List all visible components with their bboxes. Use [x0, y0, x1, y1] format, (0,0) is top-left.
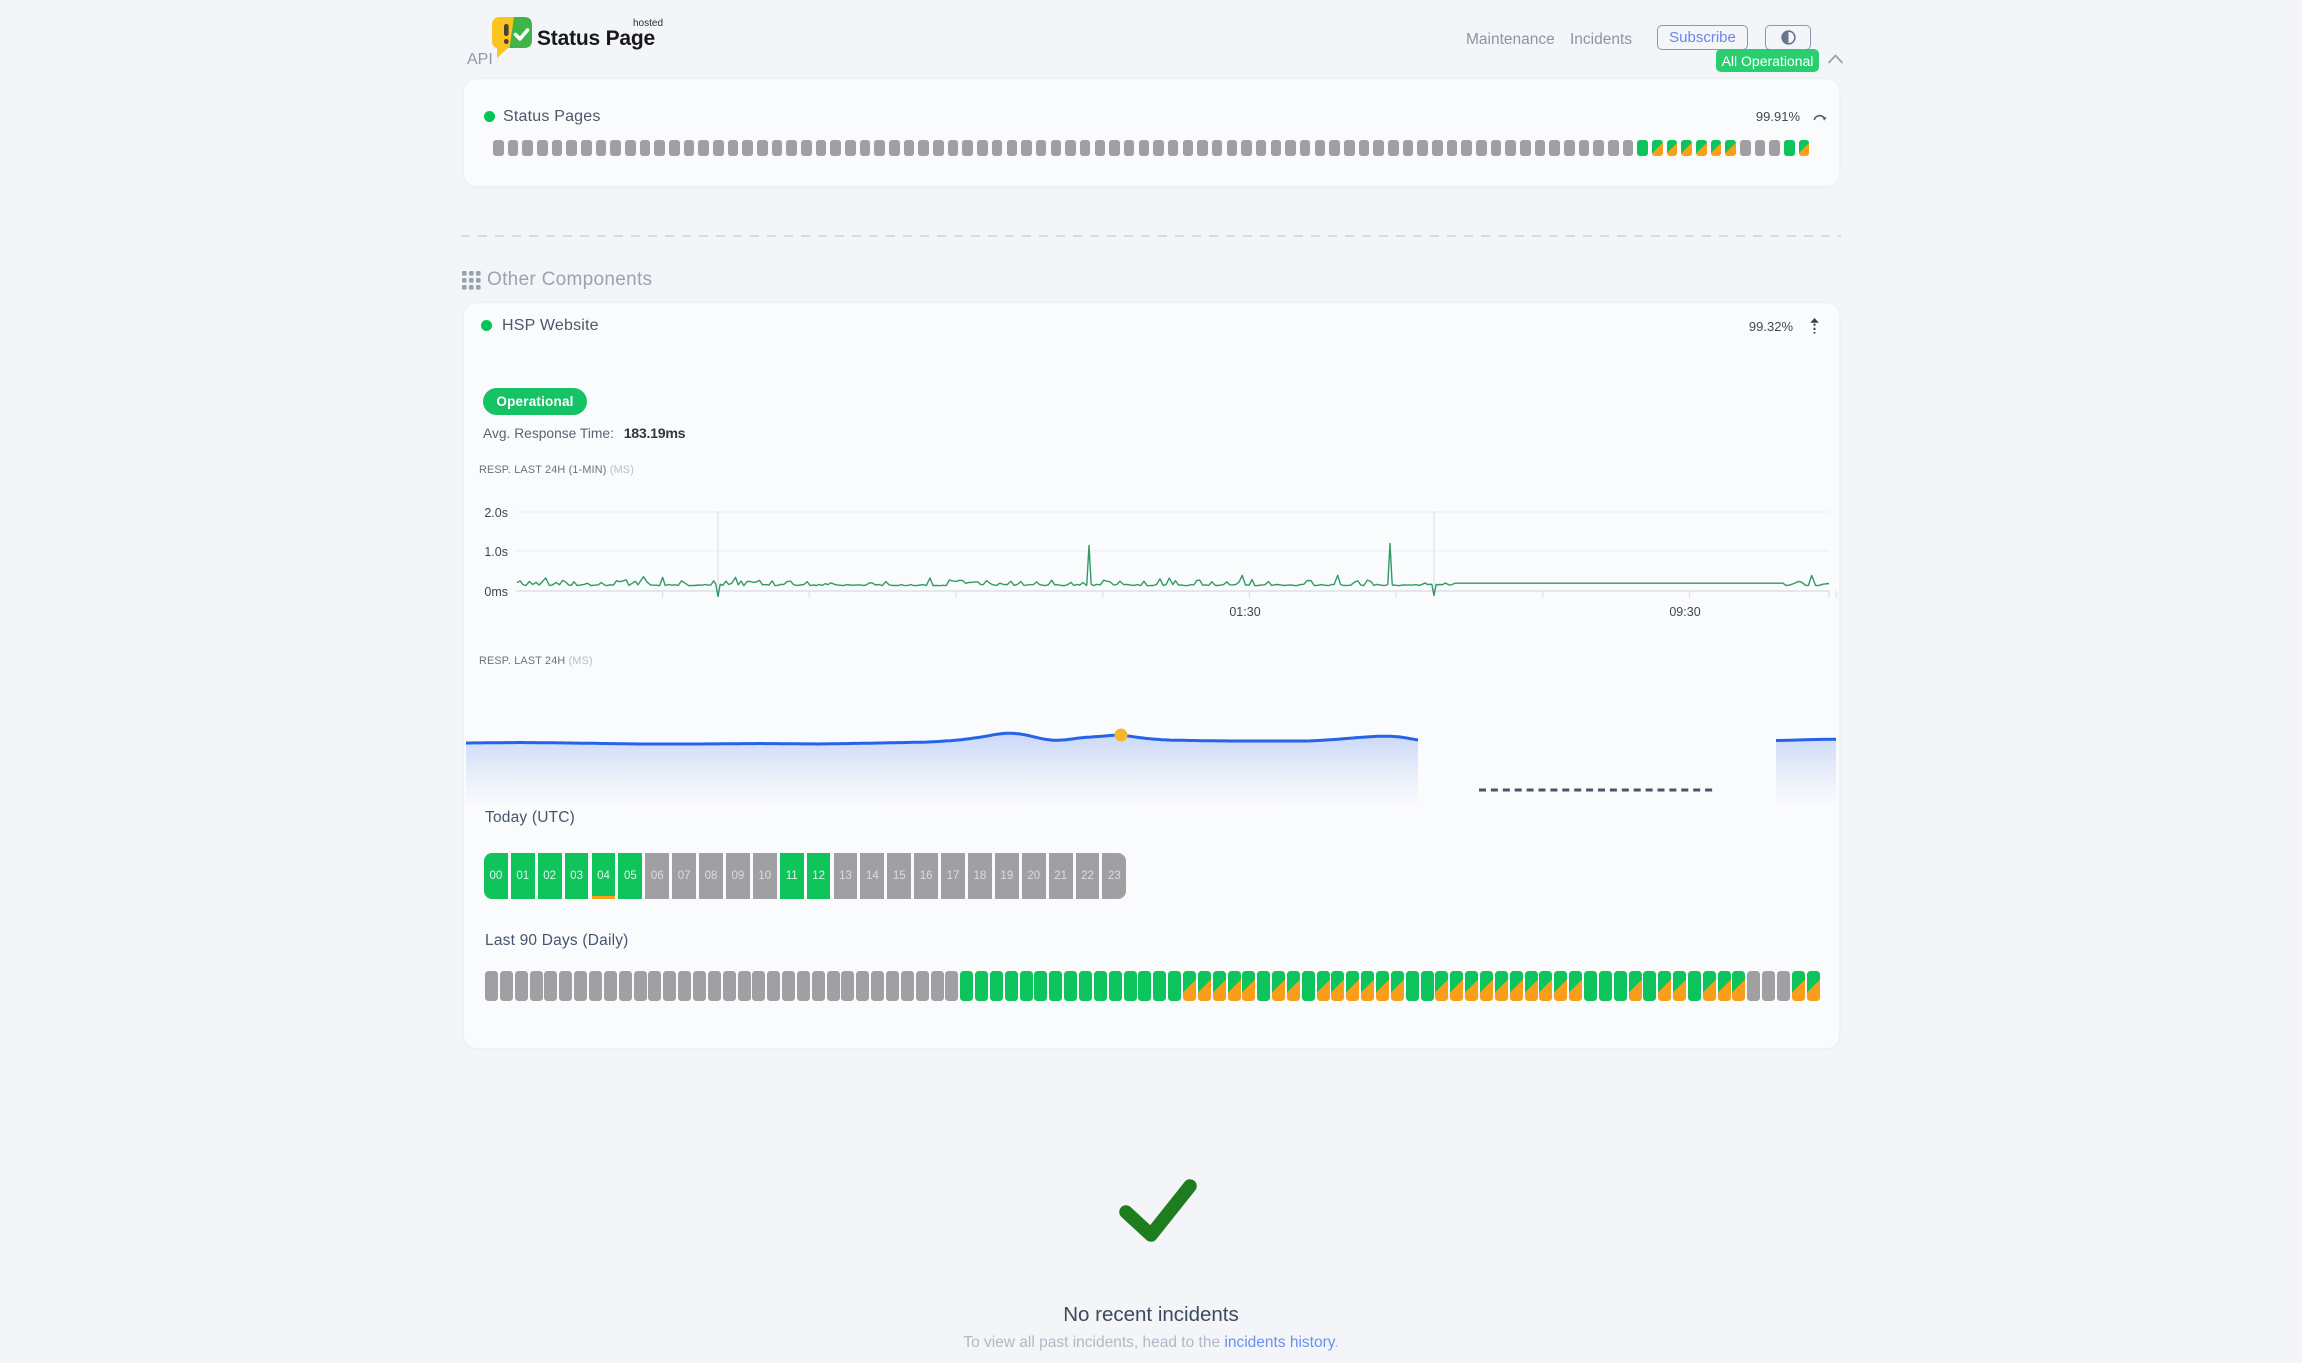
svg-text:0ms: 0ms: [484, 585, 508, 599]
svg-text:09:30: 09:30: [1669, 605, 1700, 619]
svg-text:1.0s: 1.0s: [484, 545, 508, 559]
svg-text:01:30: 01:30: [1229, 605, 1260, 619]
svg-text:2.0s: 2.0s: [484, 506, 508, 520]
